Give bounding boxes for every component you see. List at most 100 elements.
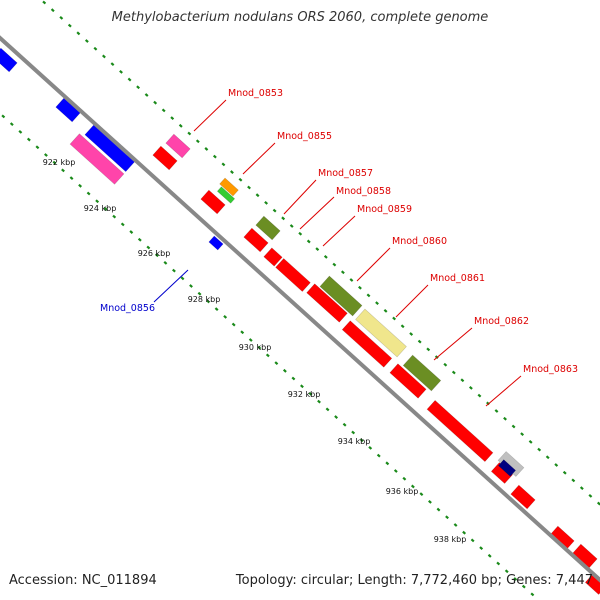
reverse-tick-dot: [61, 168, 65, 173]
reverse-tick-dot: [530, 592, 535, 597]
cog-feature: [255, 215, 281, 241]
gene-label: Mnod_0857: [318, 168, 373, 179]
forward-tick-dot: [562, 470, 567, 475]
forward-tick-dot: [315, 247, 320, 252]
reverse-tick-dot: [402, 476, 407, 481]
cog-feature-bar: [219, 177, 239, 197]
reverse-tick-dot: [112, 214, 117, 219]
reverse-tick-dot: [308, 392, 313, 396]
cds-reverse-feature: [0, 47, 18, 73]
forward-tick-dot: [383, 308, 388, 313]
forward-tick-dot: [281, 216, 286, 221]
forward-tick-dot: [136, 85, 141, 90]
cog-feature-bar: [319, 275, 363, 317]
cds-forward-feature: [263, 247, 283, 267]
cds-forward-feature-bar: [200, 189, 226, 215]
gene-label-leader: [485, 375, 522, 407]
forward-tick-dot: [588, 493, 593, 498]
reverse-tick-dot: [376, 453, 381, 458]
forward-tick-dot: [579, 486, 584, 491]
reverse-tick-dot: [282, 368, 287, 373]
gene-label-leader: [242, 142, 276, 175]
cds-forward-feature-bar: [306, 283, 348, 323]
reverse-tick-dot: [359, 438, 364, 443]
reverse-tick-dot: [137, 237, 142, 242]
gene-label-leader: [283, 179, 317, 215]
forward-tick-dot: [392, 316, 397, 321]
reverse-tick-dot: [496, 561, 501, 566]
scale-label: 924 kbp: [84, 204, 117, 213]
forward-tick-dot: [358, 285, 362, 290]
forward-tick-dot: [212, 154, 217, 159]
forward-tick-dot: [494, 409, 499, 413]
cog-feature: [165, 133, 191, 159]
scale-label: 930 kbp: [239, 343, 272, 352]
reverse-tick-dot: [78, 183, 83, 188]
gene-label-leader: [299, 196, 335, 230]
feature-layer: [0, 47, 600, 595]
cds-forward-feature-bar: [152, 145, 178, 171]
forward-tick-dot: [306, 239, 311, 244]
reverse-tick-dot: [342, 422, 347, 427]
gene-label-leader: [433, 327, 473, 361]
reverse-tick-dot: [120, 222, 125, 227]
reverse-tick-dot: [334, 415, 339, 419]
scale-label: 922 kbp: [43, 158, 76, 167]
forward-tick-dot: [144, 93, 149, 97]
cog-feature-bar: [69, 133, 125, 185]
gene-label: Mnod_0855: [277, 131, 332, 142]
cds-forward-feature-bar: [426, 399, 494, 463]
forward-tick-dot: [537, 447, 542, 452]
forward-tick-dot: [204, 147, 209, 151]
cog-feature-bar: [216, 186, 236, 204]
scale-label: 928 kbp: [188, 295, 221, 304]
gene-label: Mnod_0853: [228, 88, 283, 99]
cds-reverse-feature: [208, 235, 224, 251]
forward-tick-dot: [110, 62, 115, 67]
gene-label-leader: [153, 269, 189, 303]
reverse-tick-dot: [129, 230, 134, 234]
reverse-tick-dot: [189, 284, 193, 288]
forward-tick-dot: [511, 424, 516, 429]
cog-feature: [69, 133, 125, 185]
cds-forward-feature: [200, 189, 226, 215]
forward-tick-dot: [340, 270, 345, 275]
cds-forward-feature-bar: [263, 247, 283, 267]
forward-tick-dot: [50, 8, 55, 13]
cds-forward-feature-bar: [243, 227, 269, 253]
cog-feature: [497, 459, 517, 477]
reverse-tick-dot: [35, 145, 40, 150]
cds-forward-feature-bar: [389, 363, 427, 399]
reverse-tick-dot: [385, 461, 390, 466]
forward-tick-dot: [443, 362, 448, 367]
forward-tick-dot: [127, 77, 132, 82]
accession-text: Accession: NC_011894: [9, 573, 157, 588]
reverse-tick-dot: [419, 492, 424, 497]
reverse-tick-dot: [453, 523, 458, 527]
reverse-tick-dot: [26, 137, 31, 142]
cds-forward-feature: [243, 227, 269, 253]
reverse-tick-dot: [1, 114, 6, 119]
reverse-tick-dot: [436, 507, 441, 512]
scale-label: 934 kbp: [338, 437, 371, 446]
gene-label-leader: [356, 247, 391, 282]
cds-forward-feature-bar: [341, 320, 393, 368]
forward-tick-dot: [93, 46, 98, 51]
reverse-tick-dot: [325, 407, 330, 412]
cds-reverse-feature-bar: [208, 235, 224, 251]
scale-label: 932 kbp: [288, 390, 321, 399]
forward-tick-dot: [520, 432, 525, 437]
cog-feature: [219, 177, 239, 197]
forward-tick-dot: [247, 185, 251, 190]
scale-label: 926 kbp: [138, 249, 171, 258]
reverse-tick-dot: [521, 584, 526, 589]
gene-label: Mnod_0856: [100, 303, 155, 314]
forward-tick-dot: [460, 378, 465, 383]
gene-label: Mnod_0858: [336, 186, 391, 197]
forward-tick-dot: [59, 16, 64, 20]
cds-reverse-feature-bar: [0, 47, 18, 73]
reverse-tick-dot: [154, 253, 159, 258]
forward-tick-dot: [477, 393, 482, 398]
cds-forward-feature: [426, 399, 494, 463]
